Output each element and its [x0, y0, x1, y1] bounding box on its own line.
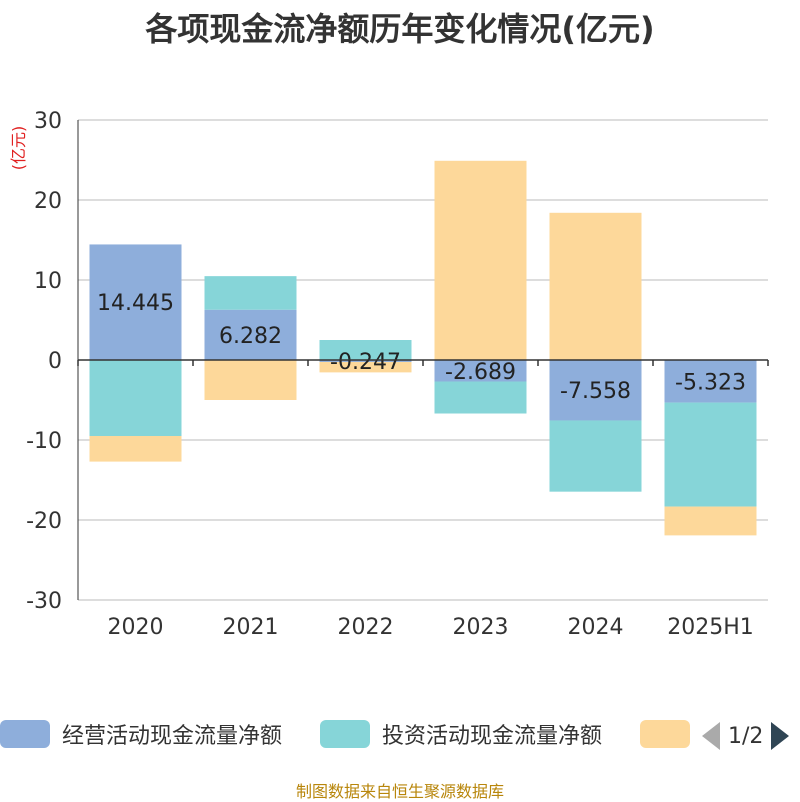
- y-tick-label: 20: [34, 189, 62, 214]
- bar-segment-2021-series-1: [204, 276, 297, 310]
- y-tick-label: -10: [26, 429, 62, 454]
- bar-segment-2022-series-1: [319, 340, 412, 360]
- bar-segment-2025H1-series-1: [664, 402, 757, 507]
- data-label-2025H1: -5.323: [675, 370, 746, 395]
- bar-segment-2025H1-series-2: [664, 506, 757, 536]
- stacked-bar-chart: 30 20 10 0 -10 -20 -30 (亿元) 14.445 6.282 -0.247 -2.…: [9, 109, 769, 640]
- bar-segment-2022-series-2: [319, 361, 412, 373]
- legend: 经营活动现金流量净额 投资活动现金流量净额 1/2: [0, 716, 800, 752]
- legend-swatch-financing: [640, 720, 690, 748]
- legend-next-page-icon[interactable]: [771, 722, 790, 750]
- y-axis-label: (亿元): [9, 126, 28, 171]
- bar-segment-2020-series-1: [89, 360, 182, 436]
- legend-swatch-investing: [320, 720, 370, 748]
- bar-segment-2024-series-1: [549, 420, 642, 492]
- y-tick-label: 0: [48, 349, 62, 374]
- x-category-label-2024: 2024: [568, 615, 624, 640]
- data-label-2020: 14.445: [97, 291, 174, 316]
- x-category-label-2020: 2020: [108, 615, 164, 640]
- legend-prev-page-icon[interactable]: [702, 722, 720, 750]
- bar-segment-2021-series-2: [204, 360, 297, 400]
- legend-item-financing[interactable]: [640, 716, 702, 752]
- x-category-label-2022: 2022: [338, 615, 394, 640]
- y-tick-label: -30: [26, 589, 62, 614]
- legend-item-investing[interactable]: 投资活动现金流量净额: [320, 716, 602, 752]
- x-category-label-2023: 2023: [453, 615, 509, 640]
- data-label-2023: -2.689: [445, 360, 516, 385]
- data-source-note: 制图数据来自恒生聚源数据库: [295, 782, 504, 801]
- legend-swatch-operating: [0, 720, 50, 748]
- y-tick-label: 10: [34, 269, 62, 294]
- data-label-2021: 6.282: [219, 324, 282, 349]
- bar-segment-2023-series-0: [434, 360, 527, 382]
- bar-segment-2021-series-0: [204, 309, 297, 360]
- bar-segment-2023-series-1: [434, 381, 527, 414]
- x-category-label-2021: 2021: [223, 615, 279, 640]
- chart-title: 各项现金流净额历年变化情况(亿元): [145, 10, 655, 48]
- bar-segment-2023-series-2: [434, 160, 527, 360]
- bar-segment-2022-series-0: [319, 360, 412, 362]
- x-category-label-2025H1: 2025H1: [667, 615, 754, 640]
- bar-segment-2025H1-series-0: [664, 360, 757, 403]
- bar-segment-2024-series-2: [549, 212, 642, 360]
- legend-label-investing: 投资活动现金流量净额: [382, 724, 603, 749]
- legend-label-operating: 经营活动现金流量净额: [62, 724, 283, 749]
- data-label-2024: -7.558: [560, 379, 631, 404]
- legend-item-operating[interactable]: 经营活动现金流量净额: [0, 716, 282, 752]
- bar-segment-2024-series-0: [549, 360, 642, 421]
- y-tick-label: -20: [26, 509, 62, 534]
- bar-segment-2020-series-2: [89, 436, 182, 462]
- legend-page-indicator: 1/2: [728, 723, 764, 749]
- y-tick-label: 30: [34, 109, 62, 134]
- data-label-2022: -0.247: [330, 350, 401, 375]
- bar-segment-2020-series-0: [89, 244, 182, 360]
- legend-pager: 1/2: [702, 720, 790, 752]
